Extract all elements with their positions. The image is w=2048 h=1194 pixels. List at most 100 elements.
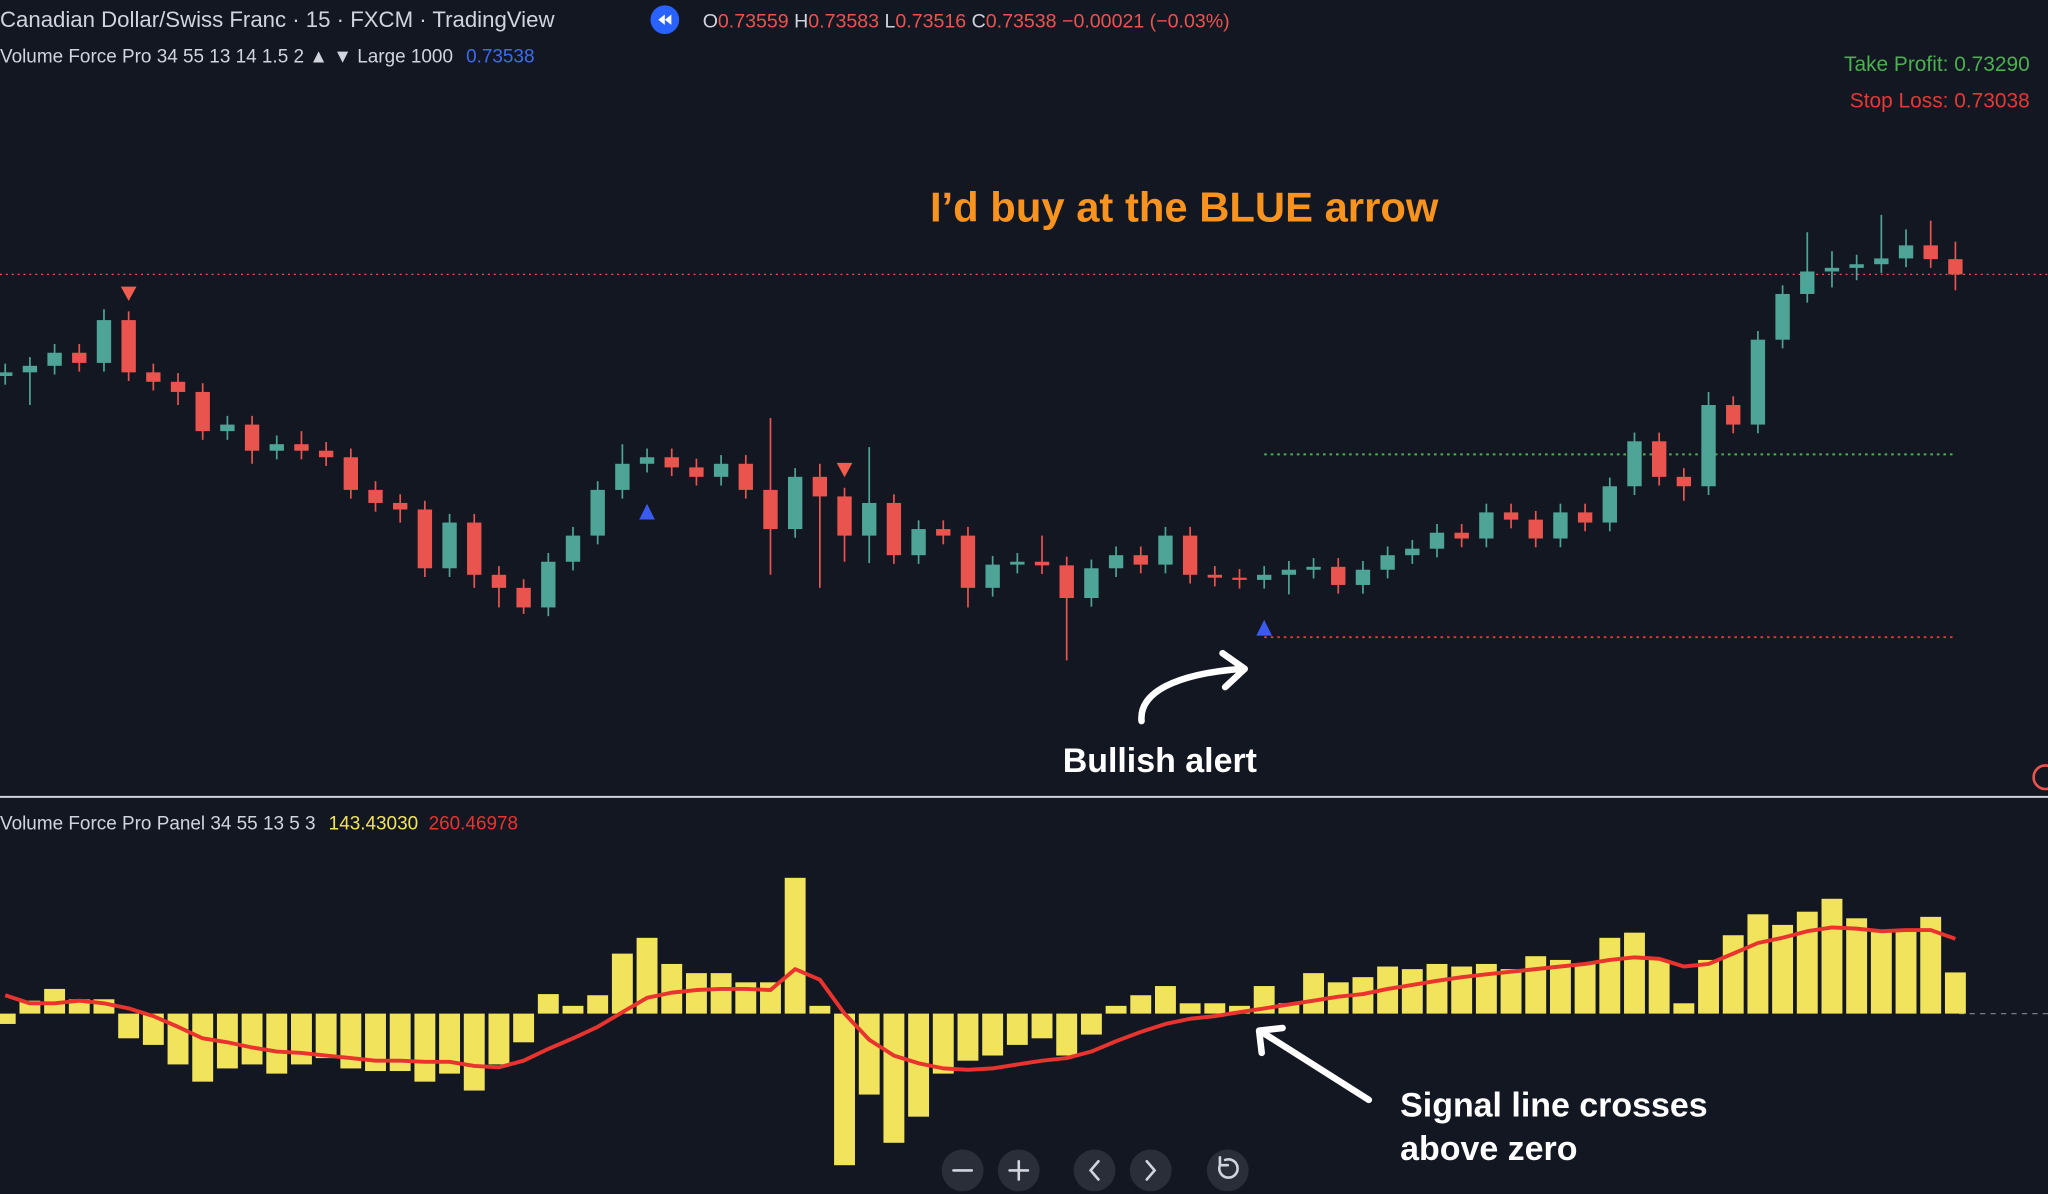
ohlc-label: O <box>703 10 718 32</box>
histogram-bar <box>1031 1013 1053 1039</box>
histogram-bar <box>241 1013 263 1065</box>
histogram-bar <box>1673 1003 1695 1014</box>
histogram-bar <box>1772 924 1794 1014</box>
buy-signal <box>1256 619 1273 636</box>
candle-body <box>1429 532 1445 549</box>
candle-body <box>862 502 877 536</box>
annotation-signal: above zero <box>1400 1130 1577 1168</box>
candle-body <box>1010 561 1025 565</box>
candle-body <box>936 529 951 536</box>
histogram-bar <box>1451 966 1473 1014</box>
candle-body <box>1454 532 1469 539</box>
histogram-bar <box>463 1013 485 1091</box>
indicator-legend: Volume Force Pro 34 55 13 14 1.5 2 ▲ ▼ L… <box>0 47 534 68</box>
ohlc-value: 0.73538 <box>986 10 1057 32</box>
histogram-bar <box>1155 986 1176 1014</box>
histogram-bar <box>1599 937 1621 1014</box>
candle-body <box>1207 574 1223 578</box>
histogram-bar <box>661 963 683 1014</box>
histogram-bar <box>1698 959 1719 1014</box>
histogram-bar <box>266 1013 288 1074</box>
ohlc-label: L <box>885 10 896 32</box>
candle-body <box>1331 566 1346 585</box>
navigation <box>941 1149 1249 1192</box>
candle-body <box>22 365 38 373</box>
histogram-bar <box>883 1013 905 1143</box>
histogram-bar <box>1944 972 1966 1014</box>
change: −0.00021 (−0.03%) <box>1062 10 1230 32</box>
histogram-bar <box>1401 969 1423 1014</box>
scroll-right-button[interactable] <box>1129 1149 1172 1192</box>
candle-body <box>639 457 655 464</box>
histogram-bar <box>1895 930 1917 1014</box>
histogram-bar <box>1920 916 1942 1014</box>
histogram-bar <box>784 877 806 1014</box>
histogram-bar <box>685 973 707 1014</box>
candle-body <box>1281 569 1297 575</box>
panel-legend: Volume Force Pro Panel 34 55 13 5 3 143.… <box>0 813 518 834</box>
candle-body <box>1528 519 1543 539</box>
candle-body <box>713 463 729 477</box>
candle-body <box>1405 548 1420 556</box>
candle-body <box>615 463 630 490</box>
candle-body <box>1874 258 1889 265</box>
histogram-bar <box>710 973 732 1014</box>
histogram-bar <box>1303 973 1325 1014</box>
candle-body <box>393 502 408 510</box>
candle-body <box>1084 568 1099 599</box>
histogram-bar <box>488 1013 510 1065</box>
sell-signal <box>836 462 853 478</box>
candle-body <box>1133 555 1148 565</box>
scroll-left-button[interactable] <box>1073 1149 1116 1192</box>
histogram-bar <box>1796 911 1818 1014</box>
histogram-bar <box>1624 932 1645 1014</box>
candle-body <box>47 352 62 366</box>
annotation-arrowhead <box>1219 649 1248 691</box>
histogram-bar <box>1648 959 1670 1014</box>
candle-body <box>985 564 1000 588</box>
annotation-title: I’d buy at the BLUE arrow <box>930 183 1439 230</box>
panel-value: 143.43030 <box>329 813 418 834</box>
histogram-bar <box>1747 914 1769 1014</box>
candle-body <box>812 476 828 497</box>
candle-body <box>1553 512 1568 539</box>
histogram-bar <box>118 1013 140 1039</box>
ohlc-value: 0.73559 <box>718 10 789 32</box>
candle-body <box>0 372 13 376</box>
candle-body <box>541 561 556 608</box>
histogram-bar <box>1006 1013 1028 1045</box>
candle-body <box>294 444 309 451</box>
reset-icon <box>1218 1156 1239 1179</box>
candle-body <box>1775 293 1790 340</box>
candle-body <box>516 587 531 608</box>
candle-body <box>244 424 260 451</box>
candle-body <box>738 463 753 490</box>
candle-body <box>960 535 976 588</box>
histogram-bar <box>513 1013 535 1043</box>
candle-body <box>121 320 136 373</box>
histogram-bar <box>957 1013 979 1061</box>
histogram-bar <box>439 1013 461 1074</box>
candle-body <box>72 352 87 363</box>
histogram-bar <box>1846 918 1868 1014</box>
candle-body <box>1158 535 1173 565</box>
histogram-bar <box>1475 963 1497 1014</box>
symbol-header: Canadian Dollar/Swiss Franc · 15 · FXCM … <box>0 7 555 32</box>
reset-button[interactable] <box>1206 1149 1249 1192</box>
annotation-bullish: Bullish alert <box>1063 742 1257 780</box>
histogram-bar <box>1105 1005 1127 1014</box>
annotation-arrowhead <box>1255 1024 1286 1057</box>
histogram-bar <box>1525 956 1547 1014</box>
candle-body <box>1627 441 1642 487</box>
alert-badge[interactable] <box>2032 764 2048 791</box>
candle-body <box>1750 339 1766 425</box>
candle-body <box>368 489 383 503</box>
histogram-bar <box>389 1013 411 1072</box>
candle-body <box>1059 565 1074 599</box>
candle-body <box>96 320 112 363</box>
histogram-bar <box>858 1013 880 1095</box>
candle-body <box>1701 405 1716 487</box>
histogram-bar <box>809 1005 831 1014</box>
candle-body <box>664 457 679 468</box>
